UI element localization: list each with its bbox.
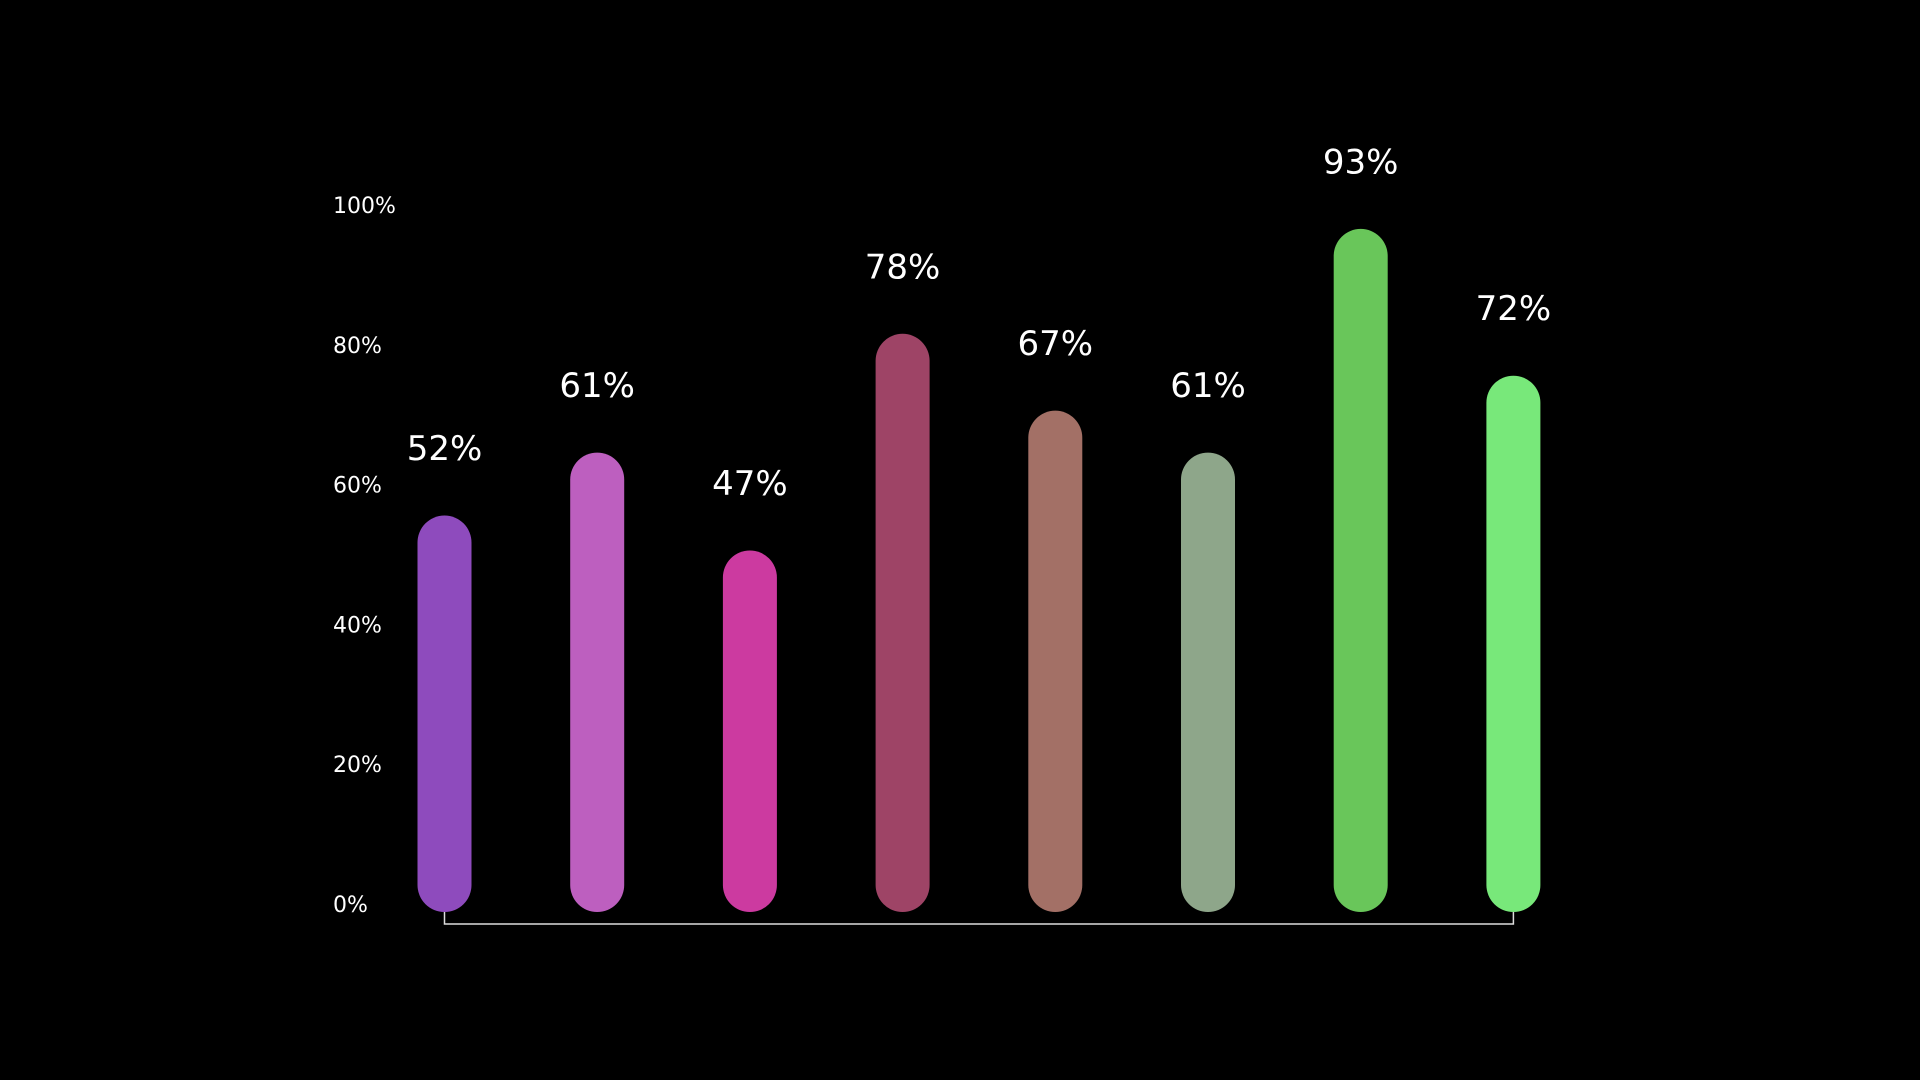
bar bbox=[1333, 228, 1388, 912]
value-label: 47% bbox=[712, 464, 788, 504]
y-tick-label: 20% bbox=[333, 753, 382, 778]
bar bbox=[570, 452, 625, 912]
value-label: 61% bbox=[559, 366, 635, 406]
value-label: 61% bbox=[1170, 366, 1246, 406]
bar bbox=[875, 333, 930, 912]
value-label: 52% bbox=[407, 429, 483, 469]
y-tick-label: 40% bbox=[333, 613, 382, 638]
y-tick-label: 100% bbox=[333, 194, 396, 219]
y-tick-label: 80% bbox=[333, 334, 382, 359]
value-label: 72% bbox=[1476, 289, 1552, 329]
y-tick-label: 0% bbox=[333, 893, 368, 918]
bar bbox=[722, 550, 777, 912]
baseline-bracket bbox=[443, 912, 1515, 925]
value-label: 93% bbox=[1323, 142, 1399, 182]
bar bbox=[1486, 375, 1541, 913]
value-label: 78% bbox=[865, 247, 941, 287]
bar bbox=[417, 515, 472, 912]
bar bbox=[1028, 410, 1083, 912]
y-tick-label: 60% bbox=[333, 474, 382, 499]
value-label: 67% bbox=[1018, 324, 1094, 364]
bar bbox=[1181, 452, 1235, 912]
